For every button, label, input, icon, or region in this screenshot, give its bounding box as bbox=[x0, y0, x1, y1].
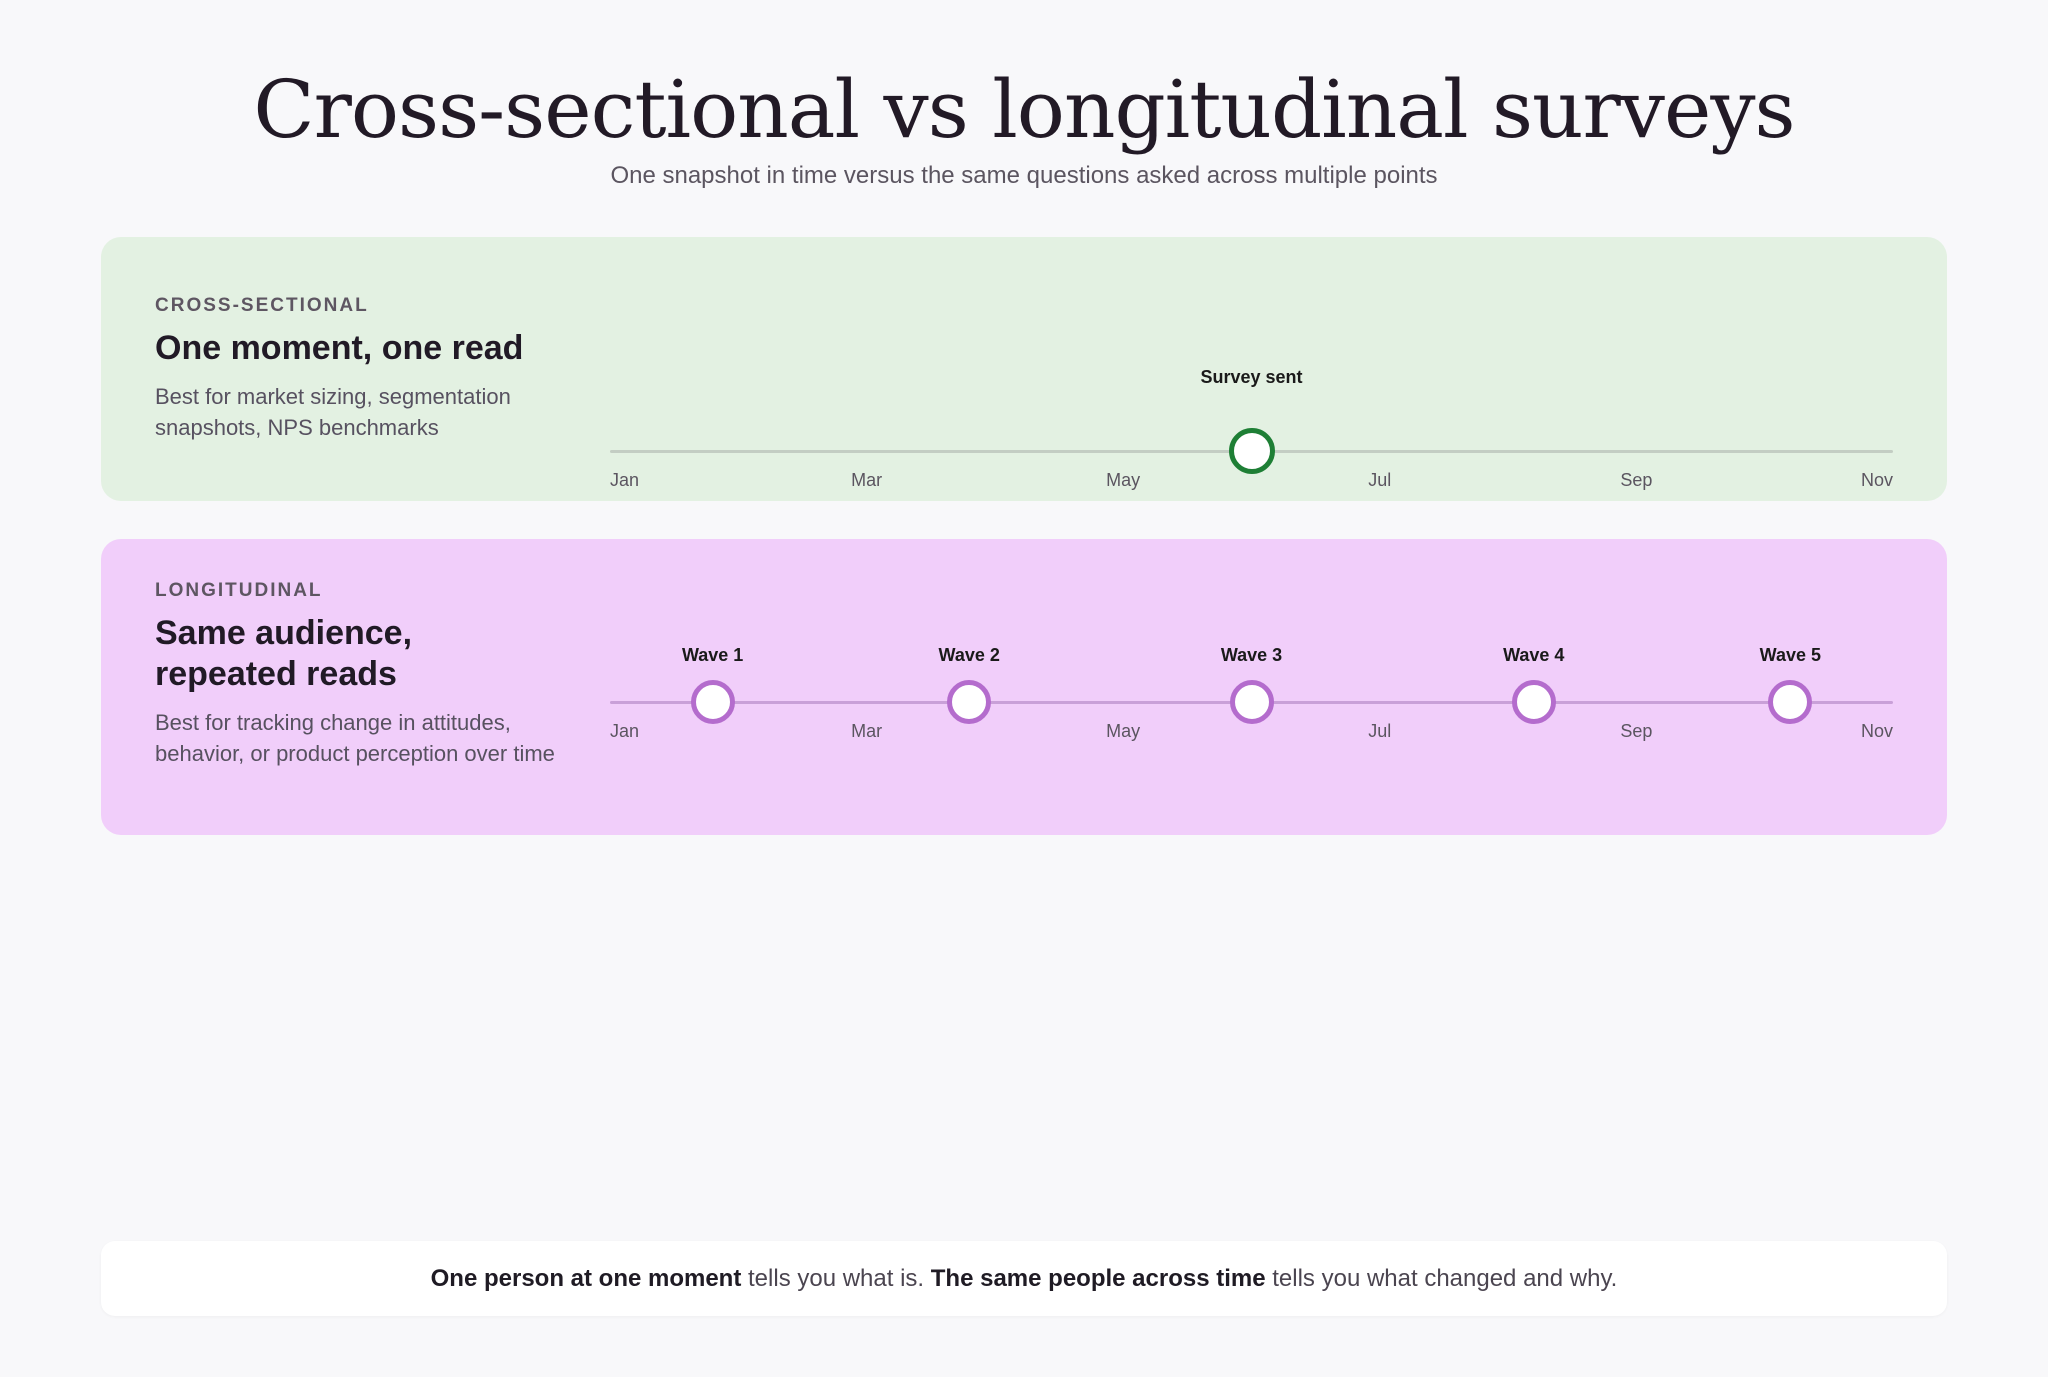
longitudinal-info: LONGITUDINAL Same audience, repeated rea… bbox=[155, 579, 555, 769]
longitudinal-month-label: Mar bbox=[851, 721, 883, 741]
longitudinal-event-label: Wave 5 bbox=[1759, 645, 1822, 665]
longitudinal-event-label: Wave 4 bbox=[1503, 645, 1565, 665]
cross-sectional-info: CROSS-SECTIONAL One moment, one read Bes… bbox=[155, 294, 555, 443]
cross-sectional-panel: CROSS-SECTIONAL One moment, one read Bes… bbox=[101, 237, 1947, 501]
footer-summary: One person at one moment tells you what … bbox=[101, 1241, 1947, 1316]
footer-emphasis-one-moment: One person at one moment bbox=[430, 1265, 742, 1292]
cross-sectional-month-label: Mar bbox=[851, 470, 883, 490]
cross-sectional-month-label: Sep bbox=[1620, 470, 1653, 490]
longitudinal-event-label: Wave 3 bbox=[1220, 645, 1283, 665]
longitudinal-month-label: Jan bbox=[610, 721, 640, 741]
longitudinal-event-marker bbox=[947, 680, 992, 724]
longitudinal-event-label: Wave 1 bbox=[681, 645, 744, 665]
cross-sectional-event-marker bbox=[1228, 428, 1275, 474]
footer-emphasis-across-time: The same people across time bbox=[930, 1265, 1266, 1292]
page-subtitle: One snapshot in time versus the same que… bbox=[610, 162, 1438, 189]
cross-sectional-kicker: CROSS-SECTIONAL bbox=[155, 295, 369, 316]
cross-sectional-event-label: Survey sent bbox=[1200, 367, 1303, 387]
longitudinal-month-label: Jul bbox=[1368, 721, 1392, 741]
longitudinal-event-marker bbox=[690, 680, 735, 724]
longitudinal-panel: LONGITUDINAL Same audience, repeated rea… bbox=[101, 539, 1947, 835]
longitudinal-month-label: Nov bbox=[1860, 721, 1893, 741]
longitudinal-heading: Same audience, repeated reads bbox=[155, 614, 413, 693]
longitudinal-event-marker bbox=[1511, 680, 1556, 724]
longitudinal-event-marker bbox=[1229, 680, 1274, 724]
footer-text-what-changed: tells you what changed and why. bbox=[1265, 1265, 1618, 1292]
cross-sectional-heading: One moment, one read bbox=[155, 329, 524, 367]
longitudinal-month-label: Sep bbox=[1620, 721, 1653, 741]
footer-text-what-is: tells you what is. bbox=[741, 1265, 931, 1292]
longitudinal-event-label: Wave 2 bbox=[938, 645, 1000, 665]
longitudinal-month-label: May bbox=[1106, 721, 1141, 741]
longitudinal-description: Best for tracking change in attitudes, b… bbox=[155, 710, 555, 766]
cross-sectional-month-label: Jan bbox=[610, 470, 640, 490]
cross-sectional-month-label: Nov bbox=[1860, 470, 1893, 490]
longitudinal-kicker: LONGITUDINAL bbox=[155, 580, 323, 601]
longitudinal-event-marker bbox=[1768, 680, 1813, 724]
page-title: Cross-sectional vs longitudinal surveys bbox=[253, 63, 1795, 156]
cross-sectional-month-label: Jul bbox=[1368, 470, 1392, 490]
cross-sectional-month-label: May bbox=[1106, 470, 1141, 490]
cross-sectional-description: Best for market sizing, segmentation sna… bbox=[155, 384, 511, 440]
longitudinal-timeline: Jan Mar May Jul Sep Nov Wave 1 Wave 2 Wave 3 Wave… bbox=[610, 601, 1893, 801]
cross-sectional-timeline: Jan Mar May Jul Sep Nov Survey sent bbox=[610, 303, 1893, 503]
